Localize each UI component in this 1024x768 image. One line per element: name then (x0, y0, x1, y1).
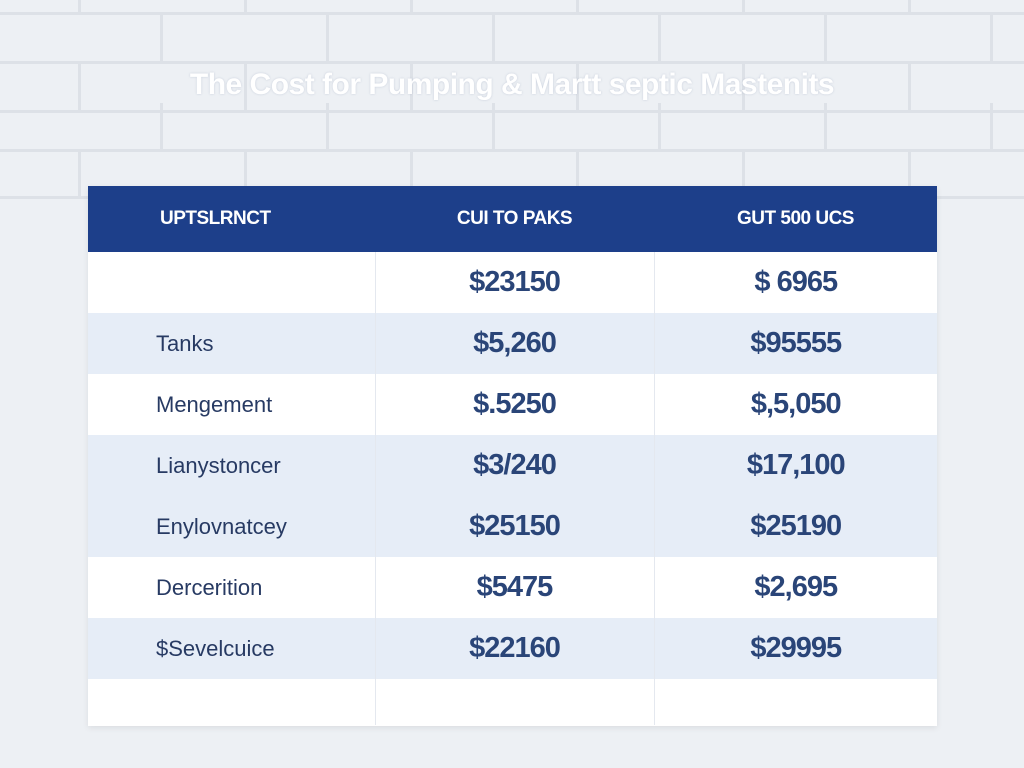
row-label: Mengement (88, 374, 376, 435)
cell-value: $25190 (654, 496, 937, 557)
page-title: The Cost for Pumping & Martt septic Mast… (189, 68, 835, 101)
cell-value: $3/240 (375, 435, 655, 496)
table-row: $Sevelcuice $22160 $29995 (88, 618, 937, 679)
table-row: Enylovnatcey $25150 $25190 (88, 496, 937, 557)
cell-value: $25150 (375, 496, 655, 557)
row-label: Enylovnatcey (88, 496, 376, 557)
cell-value: $.5250 (375, 374, 655, 435)
cell-value: $29995 (654, 618, 937, 679)
cell-value: $22160 (375, 618, 655, 679)
cell-value: $ 6965 (654, 252, 937, 313)
table-row: Tanks $5,260 $95555 (88, 313, 937, 374)
cell-value: $23150 (375, 252, 655, 313)
cell-value (375, 679, 655, 725)
cell-value: $,5,050 (654, 374, 937, 435)
row-label: Tanks (88, 313, 376, 374)
table-row: Dercerition $5475 $2,695 (88, 557, 937, 618)
table-row-empty (88, 679, 937, 725)
cell-value: $2,695 (654, 557, 937, 618)
cost-table-container: UPTSLRNCT CUI TO PAKS GUT 500 UCS $23150… (88, 186, 937, 726)
cost-table: UPTSLRNCT CUI TO PAKS GUT 500 UCS $23150… (88, 186, 937, 725)
column-header-3: GUT 500 UCS (654, 186, 937, 252)
row-label: $Sevelcuice (88, 618, 376, 679)
row-label: Lianystoncer (88, 435, 376, 496)
table-row: $23150 $ 6965 (88, 252, 937, 313)
row-label (88, 252, 376, 313)
row-label: Dercerition (88, 557, 376, 618)
cell-value (654, 679, 937, 725)
cell-value: $5475 (375, 557, 655, 618)
column-header-1: UPTSLRNCT (88, 186, 375, 252)
cell-value: $5,260 (375, 313, 655, 374)
cell-value: $17,100 (654, 435, 937, 496)
table-header-row: UPTSLRNCT CUI TO PAKS GUT 500 UCS (88, 186, 937, 252)
row-label (88, 679, 376, 725)
table-row: Lianystoncer $3/240 $17,100 (88, 435, 937, 496)
cell-value: $95555 (654, 313, 937, 374)
column-header-2: CUI TO PAKS (375, 186, 654, 252)
table-row: Mengement $.5250 $,5,050 (88, 374, 937, 435)
